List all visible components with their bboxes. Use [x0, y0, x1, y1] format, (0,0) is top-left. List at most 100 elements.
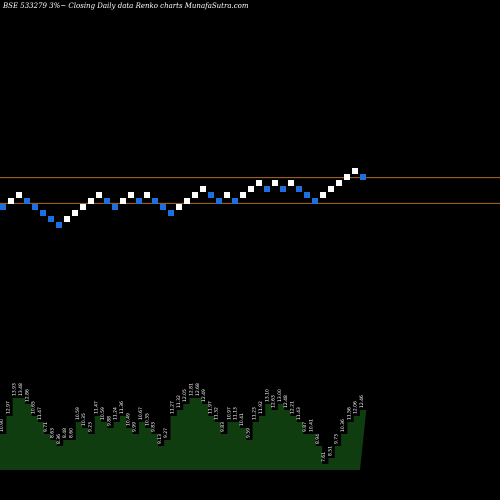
volume-label: 9.73 [334, 434, 340, 444]
volume-label: 10.59 [75, 407, 81, 420]
volume-label: 10.65 [31, 401, 37, 414]
renko-brick [296, 186, 302, 192]
volume-label: 11.43 [296, 407, 302, 420]
renko-brick [104, 198, 110, 204]
volume-label: 11.56 [346, 407, 352, 420]
renko-brick [120, 198, 126, 204]
volume-label: 11.13 [233, 407, 239, 420]
volume-label: 11.47 [37, 407, 43, 420]
volume-label: 11.24 [113, 407, 119, 420]
renko-brick [32, 204, 38, 210]
volume-label: 9.87 [302, 422, 308, 432]
volume-label: 8.48 [62, 428, 68, 438]
renko-brick [192, 192, 198, 198]
renko-brick [264, 186, 270, 192]
volume-label: 8.51 [327, 446, 333, 456]
volume-label: 9.23 [87, 422, 93, 432]
renko-brick [280, 186, 286, 192]
volume-label: 9.88 [106, 416, 112, 426]
renko-brick [320, 192, 326, 198]
volume-label: 11.36 [119, 401, 125, 414]
volume-label: 12.63 [271, 395, 277, 408]
volume-label: 11.97 [207, 401, 213, 414]
renko-brick [232, 198, 238, 204]
volume-label: 13.48 [18, 383, 24, 396]
volume-label: 10.41 [239, 413, 245, 426]
renko-brick [200, 186, 206, 192]
renko-brick [80, 204, 86, 210]
renko-brick [128, 192, 134, 198]
renko-brick [328, 186, 334, 192]
renko-brick [312, 198, 318, 204]
volume-label: 10.97 [226, 407, 232, 420]
renko-brick [240, 192, 246, 198]
volume-label: 11.32 [214, 407, 220, 420]
volume-label: 12.49 [201, 389, 207, 402]
volume-label: 12.81 [188, 383, 194, 396]
volume-label: 9.83 [151, 422, 157, 432]
renko-brick [168, 210, 174, 216]
volume-label: 12.05 [182, 389, 188, 402]
volume-label: 8.94 [315, 434, 321, 444]
renko-brick [16, 192, 22, 198]
volume-label: 10.90 [0, 419, 5, 432]
renko-brick [288, 180, 294, 186]
volume-label: 9.27 [163, 428, 169, 438]
volume-label: 10.49 [125, 413, 131, 426]
volume-label: 8.36 [56, 434, 62, 444]
renko-brick [24, 198, 30, 204]
volume-label: 13.00 [277, 389, 283, 402]
renko-brick [336, 180, 342, 186]
renko-brick [48, 216, 54, 222]
renko-brick [224, 192, 230, 198]
renko-brick [216, 198, 222, 204]
renko-brick [96, 192, 102, 198]
renko-brick [0, 204, 6, 210]
volume-label: 12.97 [5, 401, 11, 414]
volume-label: 13.93 [12, 383, 18, 396]
volume-label: 9.71 [43, 422, 49, 432]
renko-brick [8, 198, 14, 204]
volume-label: 9.99 [132, 422, 138, 432]
volume-label: 9.83 [220, 422, 226, 432]
volume-label: 10.67 [138, 407, 144, 420]
renko-brick [360, 174, 366, 180]
volume-label: 13.10 [264, 389, 270, 402]
chart-header: BSE 533279 3%~ Closing Daily data Renko … [3, 2, 249, 10]
volume-label: 10.41 [308, 419, 314, 432]
renko-brick [184, 198, 190, 204]
renko-brick [248, 186, 254, 192]
volume-label: 10.35 [81, 413, 87, 426]
renko-brick [64, 216, 70, 222]
volume-area [0, 398, 367, 470]
renko-brick [256, 180, 262, 186]
volume-label: 11.32 [176, 395, 182, 408]
volume-label: 11.27 [170, 401, 176, 414]
renko-brick [176, 204, 182, 210]
volume-label: 12.06 [353, 401, 359, 414]
volume-label: 9.59 [245, 428, 251, 438]
volume-label: 8.60 [68, 428, 74, 438]
renko-brick [72, 210, 78, 216]
renko-brick [112, 204, 118, 210]
volume-label: 10.35 [144, 413, 150, 426]
volume-label: 7.61 [321, 452, 327, 462]
renko-brick [344, 174, 350, 180]
renko-brick [160, 204, 166, 210]
volume-label: 12.48 [283, 395, 289, 408]
renko-brick [304, 192, 310, 198]
renko-brick [40, 210, 46, 216]
volume-label: 12.68 [195, 383, 201, 396]
volume-label: 8.63 [50, 428, 56, 438]
renko-brick [136, 198, 142, 204]
renko-brick [144, 192, 150, 198]
volume-label: 10.36 [340, 419, 346, 432]
volume-label: 9.13 [157, 434, 163, 444]
volume-label: 11.92 [258, 401, 264, 414]
volume-label: 10.59 [100, 407, 106, 420]
volume-label: 12.21 [290, 401, 296, 414]
renko-brick [88, 198, 94, 204]
renko-brick [152, 198, 158, 204]
